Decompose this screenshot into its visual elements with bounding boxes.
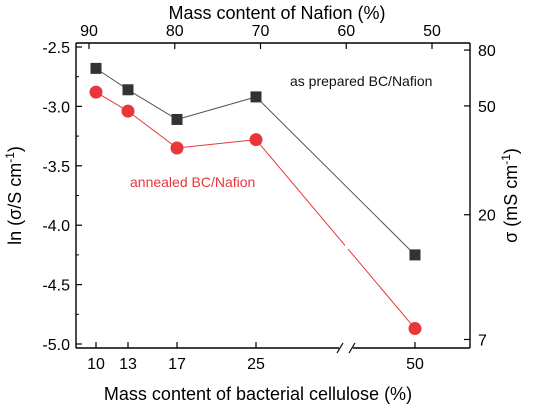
left-axis-title-part: /S cm — [5, 163, 25, 209]
bottom-axis-title: Mass content of bacterial cellulose (%) — [104, 384, 412, 404]
data-point-square — [90, 62, 102, 74]
y-tick-label: -3.5 — [42, 159, 70, 176]
y-tick-label: -4.0 — [42, 218, 70, 235]
series-line-segment — [127, 89, 178, 120]
right-tick-label: 7 — [478, 332, 487, 349]
data-point-square — [409, 249, 421, 261]
line-break-gap — [345, 235, 355, 249]
x-tick-label: 13 — [119, 356, 137, 373]
top-tick-label: 50 — [423, 23, 441, 40]
data-point-circle — [249, 133, 263, 147]
series-line-segment — [127, 110, 178, 149]
right-axis-title-part: ) — [501, 148, 521, 154]
left-axis-title-part: σ — [5, 209, 25, 220]
top-tick-label: 70 — [252, 23, 270, 40]
right-tick-label: 80 — [478, 43, 496, 60]
data-point-square — [171, 113, 183, 125]
x-tick-label: 17 — [168, 356, 186, 373]
series-line-segment — [255, 139, 416, 329]
right-tick-label: 50 — [478, 99, 496, 116]
data-point-circle — [89, 85, 103, 99]
left-axis-title: ln (σ/S cm-1) — [3, 146, 25, 245]
left-axis-title-part: -1 — [3, 152, 17, 163]
data-point-circle — [408, 322, 422, 336]
y-tick-label: -2.5 — [42, 40, 70, 57]
left-axis-title-part: ) — [5, 146, 25, 152]
x-tick-label: 25 — [247, 356, 265, 373]
y-tick-label: -4.5 — [42, 278, 70, 295]
data-point-square — [250, 91, 262, 103]
series-label-annealed: annealed BC/Nafion — [130, 174, 255, 190]
x-tick-label: 50 — [406, 356, 424, 373]
right-axis-title-part: -1 — [499, 154, 513, 165]
data-point-square — [122, 84, 134, 96]
series-line-segment — [176, 96, 257, 120]
top-tick-label: 60 — [337, 23, 355, 40]
left-axis-title-part: ln ( — [5, 220, 25, 245]
top-tick-label: 80 — [166, 23, 184, 40]
data-point-circle — [121, 104, 135, 118]
series-line-segment — [176, 139, 257, 149]
right-axis-title-part: σ (mS cm — [501, 165, 521, 243]
line-break-gap — [340, 165, 350, 179]
series-line-segment — [255, 96, 416, 256]
top-tick-label: 90 — [80, 23, 98, 40]
axis-break-mark — [336, 342, 344, 354]
right-tick-label: 20 — [478, 208, 496, 225]
y-tick-label: -5.0 — [42, 337, 70, 354]
y-tick-label: -3.0 — [42, 99, 70, 116]
series-label-as-prepared: as prepared BC/Nafion — [290, 73, 432, 89]
x-tick-label: 10 — [87, 356, 105, 373]
data-point-circle — [170, 141, 184, 155]
right-axis-title: σ (mS cm-1) — [499, 148, 521, 243]
axis-break-mark — [348, 342, 356, 354]
top-axis-title: Mass content of Nafion (%) — [168, 3, 385, 23]
axis-break-gap — [339, 344, 353, 352]
